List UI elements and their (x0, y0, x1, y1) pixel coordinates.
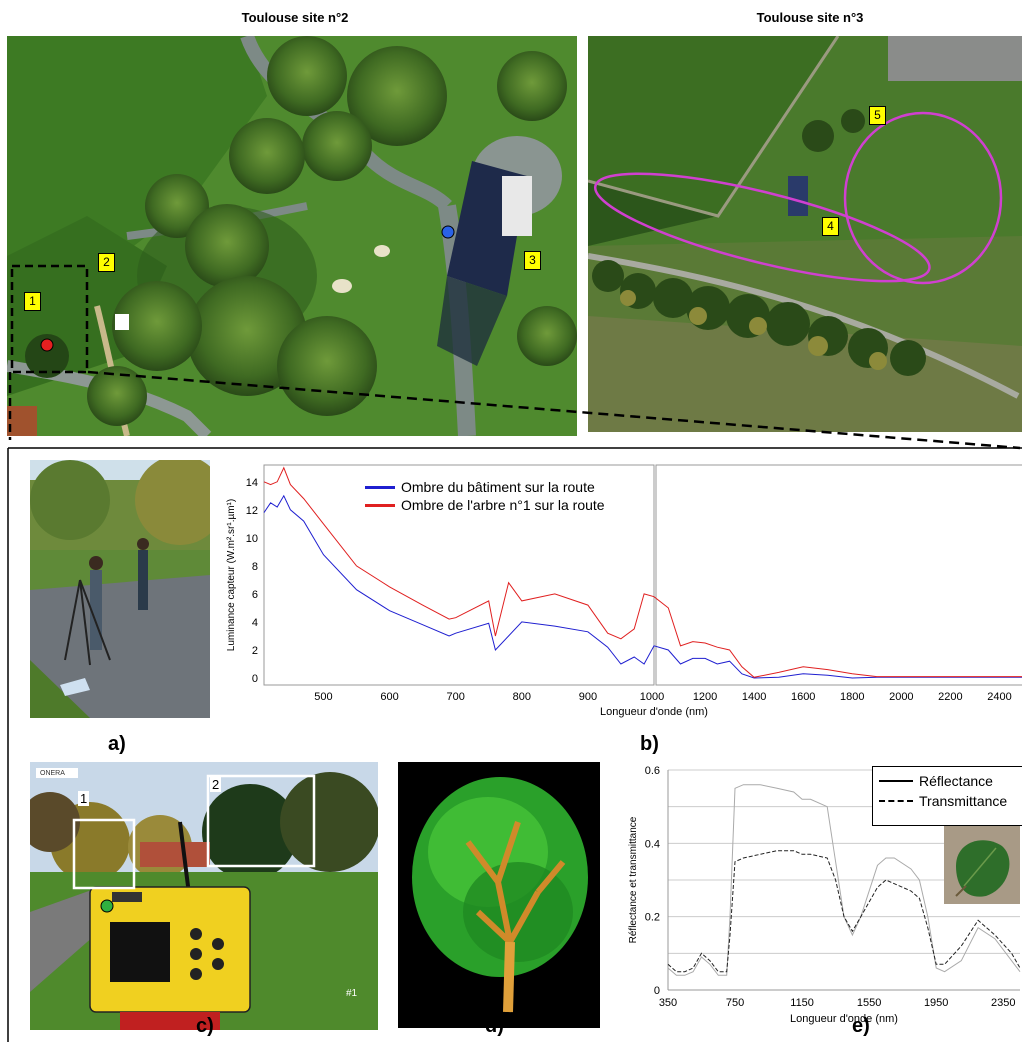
radiance-legend: Ombre du bâtiment sur la route Ombre de … (365, 478, 605, 514)
legend-label-building: Ombre du bâtiment sur la route (401, 479, 595, 495)
series-line-0 (667, 784, 1021, 976)
reflectance-legend: Réflectance Transmittance (872, 766, 1022, 826)
y-tick-label: 6 (252, 589, 258, 601)
y-tick-label: 12 (246, 505, 258, 517)
x-tick-label: 700 (447, 691, 465, 703)
x-tick-label: 1200 (693, 691, 717, 703)
panel-label-c: c) (196, 1015, 214, 1037)
spectroradiometer-photo (30, 762, 378, 1030)
marker-4: 4 (822, 217, 839, 236)
marker-2: 2 (98, 253, 115, 272)
legend-swatch-dashed (879, 800, 913, 802)
y-tick-label: 0 (252, 673, 258, 685)
x-axis-label: Longueur d'onde (nm) (790, 1013, 898, 1025)
panel-label-e: e) (852, 1015, 870, 1037)
x-tick-label: 1950 (924, 997, 948, 1009)
panel-label-b: b) (640, 733, 659, 755)
y-tick-label: 8 (252, 561, 258, 573)
legend-label-tree: Ombre de l'arbre n°1 sur la route (401, 497, 605, 513)
y-axis-label: Réflectance et transmittance (628, 816, 639, 943)
legend-swatch-solid (879, 780, 913, 782)
x-tick-label: 800 (513, 691, 531, 703)
x-tick-label: 600 (380, 691, 398, 703)
x-tick-label: 1150 (790, 997, 814, 1009)
plot-frame-left (263, 464, 655, 686)
leaf-photo (944, 826, 1020, 904)
x-tick-label: 1400 (742, 691, 766, 703)
legend-item-reflectance: Réflectance (879, 771, 1022, 791)
y-tick-label: 0.6 (645, 765, 660, 777)
y-tick-label: 4 (252, 617, 258, 629)
photo-c-box-1-label: 1 (78, 791, 90, 806)
panel-label-a: a) (108, 733, 126, 755)
aerial-image-site-3 (588, 36, 1022, 432)
marker-1: 1 (24, 292, 41, 311)
legend-swatch-red (365, 503, 395, 507)
y-tick-label: 0.2 (645, 912, 660, 924)
legend-swatch-blue (365, 485, 395, 489)
x-tick-label: 2400 (987, 691, 1011, 703)
x-tick-label: 1800 (840, 691, 864, 703)
photo-c-box-2-label: 2 (210, 777, 222, 792)
x-tick-label: 1600 (791, 691, 815, 703)
x-tick-label: 900 (579, 691, 597, 703)
site-2-title: Toulouse site n°2 (241, 10, 349, 25)
marker-3: 3 (524, 251, 541, 270)
field-measurement-photo (30, 460, 210, 718)
y-axis-label: Luminance capteur (W.m².sr¹.µm¹) (226, 499, 237, 651)
x-axis-label: Longueur d'onde (nm) (600, 706, 708, 718)
y-tick-label: 0.4 (645, 838, 660, 850)
onera-sign: ONERA (40, 770, 65, 777)
series-line-1 (263, 466, 1022, 678)
y-tick-label: 2 (252, 645, 258, 657)
panel-label-d: d) (485, 1015, 504, 1037)
x-tick-label: 350 (659, 997, 677, 1009)
y-tick-label: 14 (246, 477, 258, 489)
reflectance-chart: 0 0.2 0.4 0.6 350 750 1150 1550 1950 2350 Longueur… (628, 765, 1021, 1025)
x-tick-label: 1000 (640, 691, 664, 703)
x-tick-label: 1550 (857, 997, 881, 1009)
x-tick-label: 2200 (938, 691, 962, 703)
legend-item-tree-shadow: Ombre de l'arbre n°1 sur la route (365, 496, 605, 514)
site-3-title: Toulouse site n°3 (756, 10, 864, 25)
x-tick-label: 2000 (889, 691, 913, 703)
legend-item-transmittance: Transmittance (879, 791, 1022, 811)
lidar-tree-image (398, 762, 600, 1028)
x-tick-label: 2350 (991, 997, 1015, 1009)
series-line-0 (263, 494, 1022, 679)
marker-5: 5 (869, 106, 886, 125)
y-tick-label: 0 (654, 985, 660, 997)
x-tick-label: 500 (314, 691, 332, 703)
legend-item-building-shadow: Ombre du bâtiment sur la route (365, 478, 605, 496)
aerial-image-site-2 (7, 36, 577, 436)
plot-frame-right (655, 464, 1022, 686)
legend-label-transmittance: Transmittance (919, 793, 1008, 809)
x-tick-label: 750 (726, 997, 744, 1009)
legend-label-reflectance: Réflectance (919, 773, 993, 789)
y-tick-label: 10 (246, 533, 258, 545)
series-line-1 (667, 850, 1021, 973)
radiance-chart: 0 2 4 6 8 10 12 14 500 600 700 800 900 1000 1200 1400 16… (226, 464, 1022, 718)
photo-c-caption: #1 (346, 988, 358, 999)
